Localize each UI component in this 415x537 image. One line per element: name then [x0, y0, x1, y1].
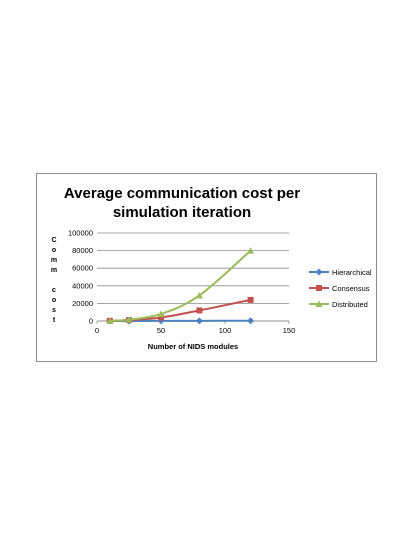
data-point-distributed — [195, 291, 203, 299]
x-tick-label: 150 — [283, 326, 296, 335]
legend-label: Consensus — [332, 283, 370, 293]
legend-item-hierarchical: Hierarchical — [309, 264, 372, 280]
chart-title: Average communication cost per simulatio… — [63, 185, 301, 221]
legend-item-distributed: Distributed — [309, 296, 372, 312]
y-tick-label: 40000 — [72, 281, 93, 290]
legend: Hierarchical Consensus Distributed — [309, 264, 372, 312]
x-tick-label: 50 — [157, 326, 165, 335]
y-tick-label: 60000 — [72, 264, 93, 273]
chart-frame: Average communication cost per simulatio… — [36, 173, 377, 362]
legend-item-consensus: Consensus — [309, 280, 372, 296]
legend-marker-icon — [309, 300, 329, 307]
data-point-hierarchical — [247, 317, 255, 325]
plot-area: 0 20000 40000 60000 80000 100000 0 50 100 150 Numb… — [68, 229, 296, 352]
data-point-distributed — [247, 247, 255, 254]
data-point-distributed — [125, 316, 133, 323]
legend-marker-icon — [309, 268, 329, 276]
data-point-consensus — [158, 314, 164, 321]
data-point-distributed — [157, 310, 165, 317]
data-point-consensus — [247, 296, 254, 303]
data-point-distributed — [106, 317, 114, 324]
data-point-hierarchical — [195, 317, 203, 325]
y-tick-label: 80000 — [72, 246, 93, 255]
y-tick-label: 0 — [89, 317, 93, 326]
x-tick-label: 100 — [219, 326, 232, 335]
legend-label: Hierarchical — [332, 267, 372, 277]
data-point-hierarchical — [157, 317, 165, 325]
legend-marker-icon — [309, 285, 329, 291]
x-axis-label: Number of NIDS modules — [148, 342, 238, 351]
x-tick-label: 0 — [95, 326, 99, 335]
y-tick-label: 100000 — [68, 229, 93, 238]
data-point-consensus — [196, 307, 203, 314]
y-tick-label: 20000 — [72, 299, 93, 308]
legend-label: Distributed — [332, 299, 368, 309]
